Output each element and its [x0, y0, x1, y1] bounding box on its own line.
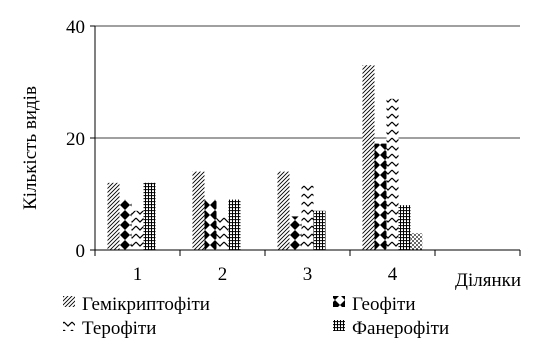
y-axis-title: Кількість видів [20, 86, 41, 210]
bar-series-3-category-4 [386, 98, 399, 250]
legend-label-therophytes: Терофіти [82, 318, 156, 338]
legend-swatch-therophytes [63, 320, 75, 331]
bar-series-4-category-1 [143, 182, 156, 250]
bar-series-2-category-1 [119, 199, 132, 250]
legend-label-hemicryptophytes: Гемікриптофіти [82, 294, 210, 315]
legend-swatch-geophytes [333, 296, 345, 307]
legend-swatch-phanerophytes [333, 320, 345, 331]
legend-label-phanerophytes: Фанерофіти [352, 318, 449, 338]
bar-series-1-category-2 [192, 171, 205, 250]
bar-series-1-category-3 [277, 171, 290, 250]
bar-series-3-category-1 [131, 210, 144, 250]
gridlines [95, 25, 520, 139]
x-tick-label-3: 3 [303, 264, 313, 285]
x-axis-title: Ділянки [455, 270, 521, 291]
legend: Гемікриптофіти Геофіти Терофіти Фанерофі… [63, 294, 449, 338]
bar-series-4-category-4 [398, 205, 411, 250]
x-ticks: 1 2 3 4 [94, 250, 521, 285]
bar-series-2-category-3 [289, 216, 302, 250]
bar-series-4-category-2 [228, 199, 241, 250]
bar-series-2-category-4 [374, 143, 387, 250]
bar-series-4-category-3 [313, 210, 326, 250]
bar-series-1-category-4 [362, 65, 375, 250]
bars [107, 65, 423, 250]
bar-series-3-category-2 [216, 216, 229, 250]
bar-series-2-category-2 [204, 199, 217, 250]
x-tick-label-4: 4 [388, 264, 398, 285]
y-tick-label-0: 0 [76, 241, 86, 262]
y-tick-label-40: 40 [66, 17, 85, 38]
y-ticks: 0 20 40 [66, 17, 95, 262]
x-tick-label-1: 1 [133, 264, 143, 285]
legend-swatch-hemicryptophytes [63, 296, 75, 307]
y-tick-label-20: 20 [66, 129, 85, 150]
legend-label-geophytes: Геофіти [352, 294, 416, 315]
bar-series-5-category-4 [410, 233, 423, 250]
bar-series-3-category-3 [301, 182, 314, 250]
x-tick-label-2: 2 [218, 264, 228, 285]
bar-series-1-category-1 [107, 182, 120, 250]
